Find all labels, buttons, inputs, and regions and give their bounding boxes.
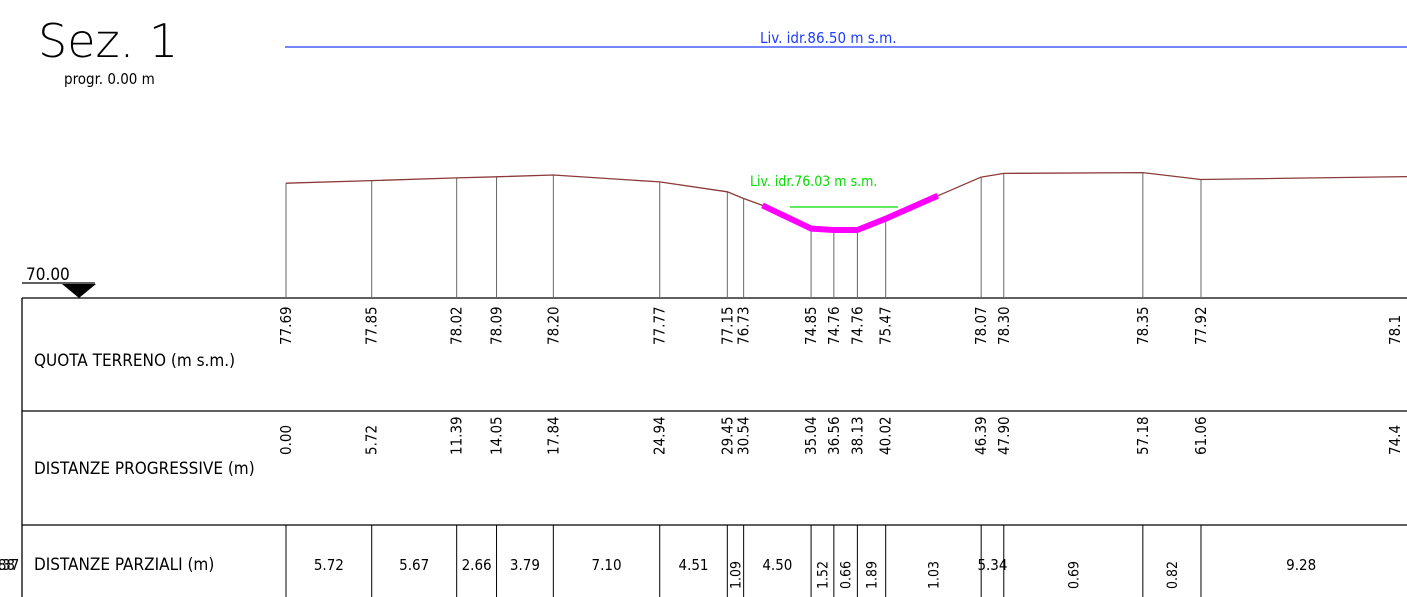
quota-value: 77.85 (363, 306, 381, 345)
quota-value: 75.47 (877, 306, 895, 345)
partial-value: 4.50 (762, 556, 792, 574)
progressive-value: 0.00 (277, 425, 295, 455)
partial-value: 1.09 (728, 561, 744, 589)
partial-value: 0.66 (839, 561, 855, 589)
section-progressive: progr. 0.00 m (64, 70, 155, 88)
quota-value: 77.92 (1192, 306, 1210, 345)
partial-value: 13.37 (0, 556, 19, 574)
truncated-quota-label: 78.1 (1386, 315, 1404, 345)
water-level-channel-label: Liv. idr.76.03 m s.m. (750, 174, 877, 190)
progressive-value: 30.54 (735, 416, 753, 455)
quota-value: 78.30 (995, 306, 1013, 345)
datum-label: 70.00 (26, 265, 70, 285)
quota-value: 78.02 (448, 306, 466, 345)
ground-line-left (285, 174, 744, 200)
progressive-value: 36.56 (825, 416, 843, 455)
datum-triangle-icon (62, 284, 96, 298)
partial-value: 4.51 (678, 556, 708, 574)
station-labels: 77.69 0.00 77.85 5.72 78.02 11.39 78.09 14.05 78… (0, 306, 1316, 589)
partial-value: 9.28 (1286, 556, 1316, 574)
partial-value: 7.10 (592, 556, 622, 574)
progressive-value: 29.45 (718, 416, 736, 455)
progressive-value: 47.90 (995, 416, 1013, 455)
partial-value: 1.52 (815, 561, 831, 589)
progressive-value: 5.72 (363, 425, 381, 455)
station-lines (285, 172, 1202, 597)
quota-value: 78.09 (488, 306, 506, 345)
row-label-progressive: DISTANZE PROGRESSIVE (m) (34, 459, 255, 479)
channel-bed (761, 193, 940, 233)
partial-value: 5.67 (399, 556, 429, 574)
data-table-grid (21, 297, 1407, 597)
quota-value: 78.07 (972, 306, 990, 345)
progressive-value: 14.05 (488, 416, 506, 455)
section-title: Sez. 1 (38, 14, 178, 68)
partial-value: 1.03 (926, 561, 942, 589)
partial-value: 0.82 (1165, 561, 1181, 589)
water-level-top-label: Liv. idr.86.50 m s.m. (760, 29, 897, 47)
partial-value: 3.79 (510, 556, 540, 574)
partial-value: 2.66 (462, 556, 492, 574)
partial-value: 0.69 (1066, 561, 1082, 589)
progressive-value: 57.18 (1134, 416, 1152, 455)
ground-line-right (981, 171, 1407, 181)
progressive-value: 61.06 (1192, 416, 1210, 455)
progressive-value: 46.39 (972, 416, 990, 455)
progressive-value: 11.39 (448, 416, 466, 455)
quota-value: 76.73 (735, 306, 753, 345)
quota-value: 74.85 (802, 306, 820, 345)
quota-value: 74.76 (848, 306, 866, 345)
quota-value: 77.69 (277, 306, 295, 345)
partial-value: 3.88 (0, 556, 15, 574)
ground-line-link (743, 197, 763, 207)
quota-value: 77.15 (718, 306, 736, 345)
truncated-progressive-label: 74.4 (1386, 425, 1404, 455)
ground-line-link (937, 176, 982, 197)
row-label-parziali: DISTANZE PARZIALI (m) (34, 555, 214, 575)
partial-value: 5.34 (977, 556, 1007, 574)
quota-value: 74.76 (825, 306, 843, 345)
quota-value: 78.35 (1134, 306, 1152, 345)
progressive-value: 35.04 (802, 416, 820, 455)
progressive-value: 40.02 (877, 416, 895, 455)
quota-value: 78.20 (544, 306, 562, 345)
progressive-value: 17.84 (544, 416, 562, 455)
partial-value: 5.72 (314, 556, 344, 574)
progressive-value: 38.13 (848, 416, 866, 455)
channel-bed-line (761, 193, 940, 233)
ground-profile (285, 171, 1407, 207)
partial-value: 1.89 (865, 561, 881, 589)
progressive-value: 24.94 (651, 416, 669, 455)
row-label-quota: QUOTA TERRENO (m s.m.) (34, 351, 235, 371)
quota-value: 77.77 (651, 306, 669, 345)
